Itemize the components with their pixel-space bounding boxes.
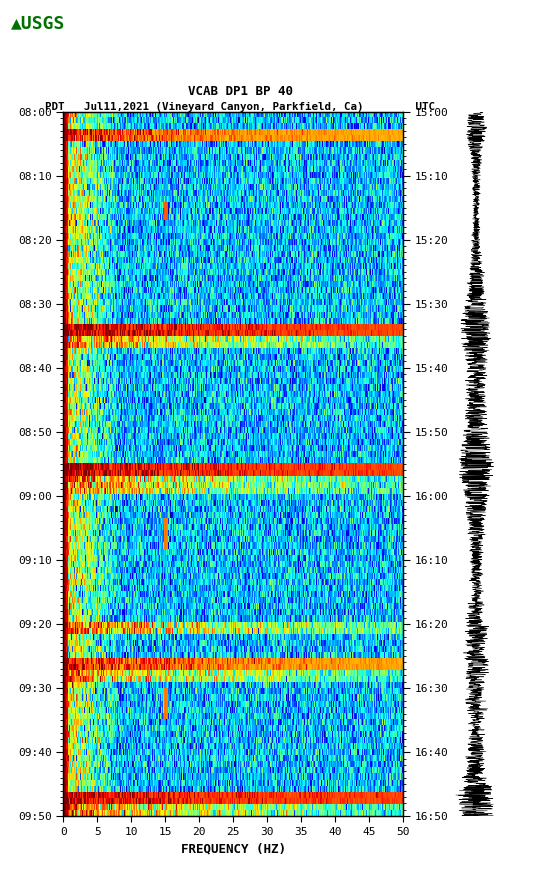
X-axis label: FREQUENCY (HZ): FREQUENCY (HZ) [181, 842, 286, 855]
Text: VCAB DP1 BP 40: VCAB DP1 BP 40 [188, 85, 293, 97]
Text: PDT   Jul11,2021 (Vineyard Canyon, Parkfield, Ca)        UTC: PDT Jul11,2021 (Vineyard Canyon, Parkfie… [45, 102, 435, 112]
Text: ▲USGS: ▲USGS [11, 14, 66, 32]
